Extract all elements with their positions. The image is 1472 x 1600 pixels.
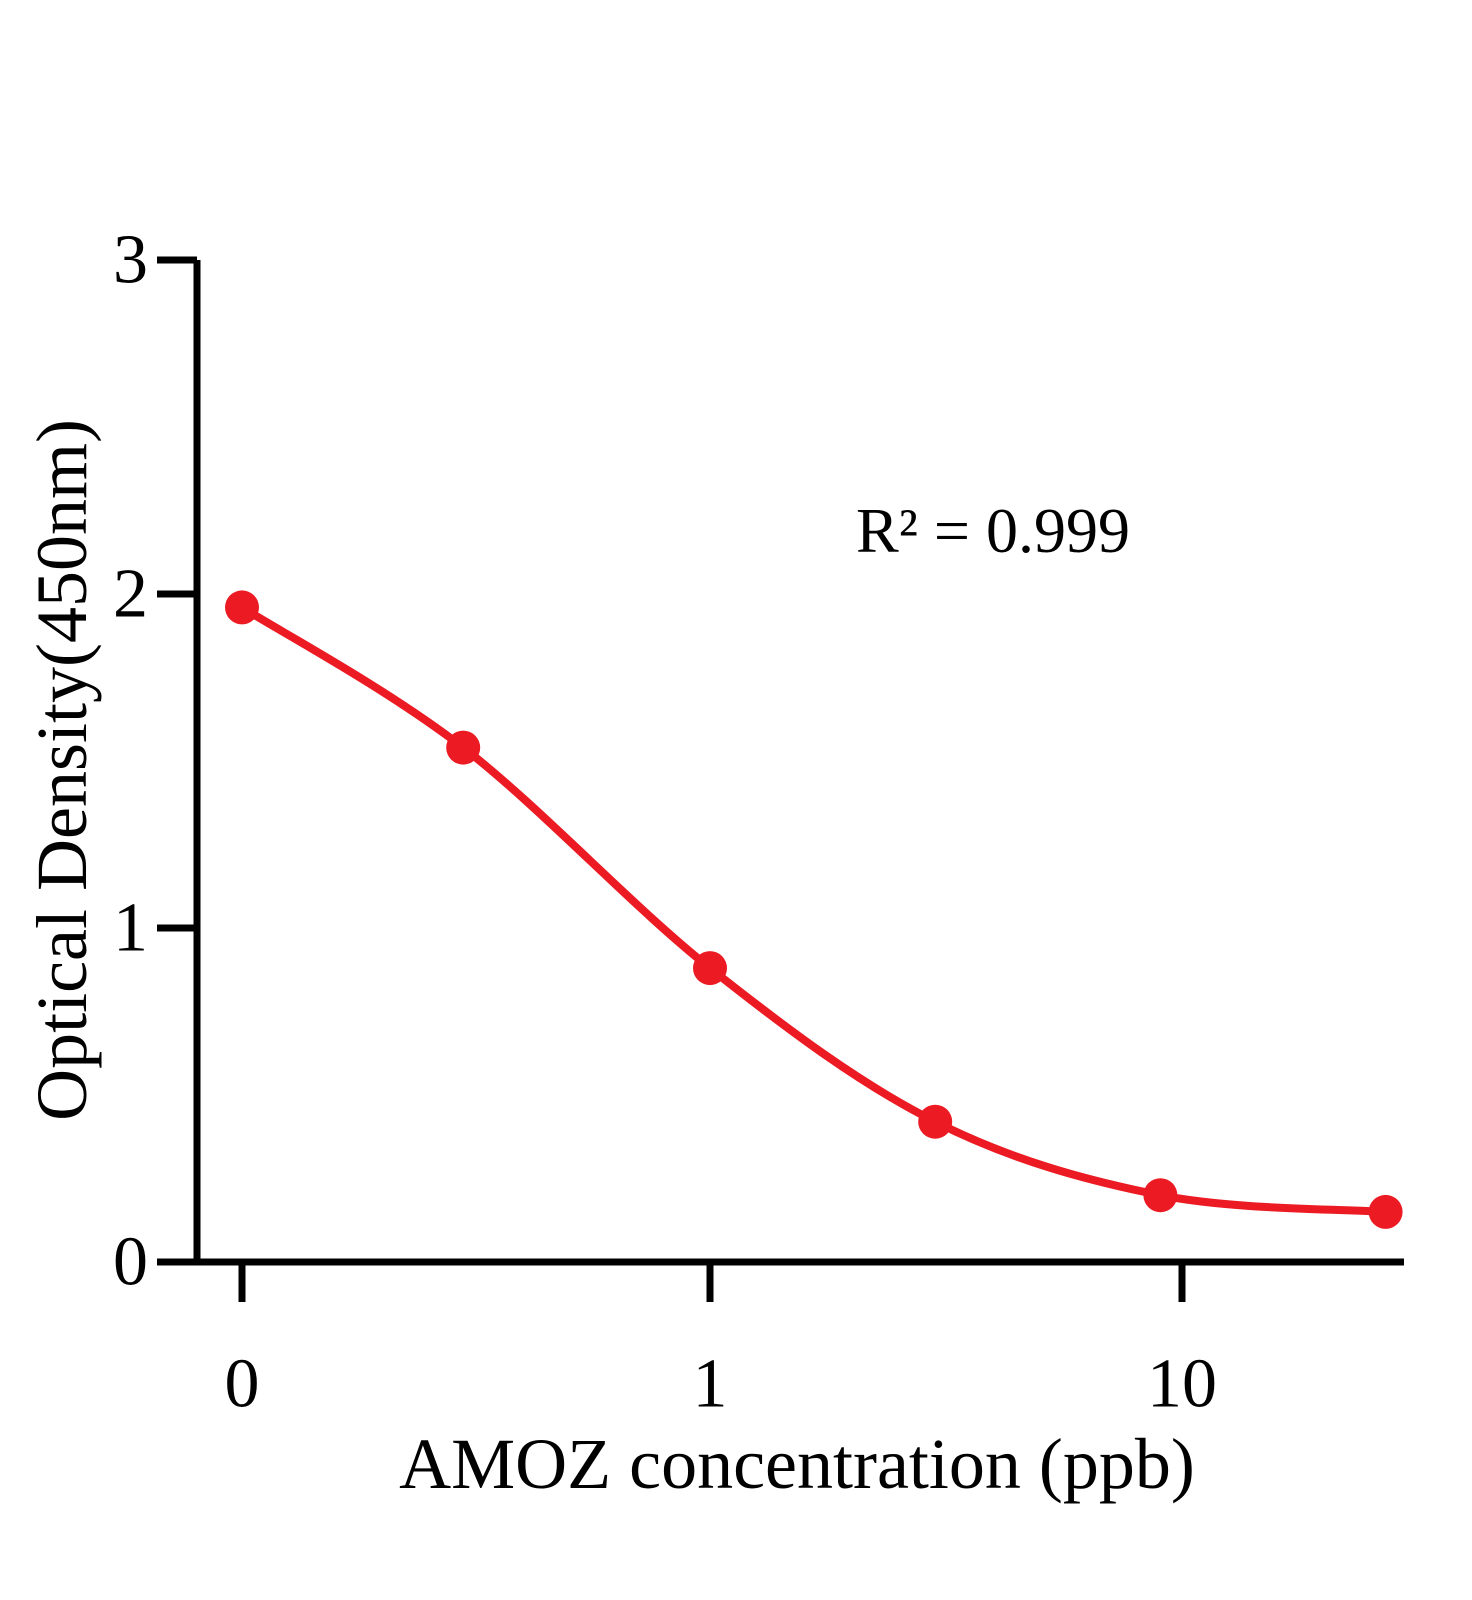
data-point-3 [918,1104,953,1139]
y-tick-label-0: 0 [113,1224,148,1301]
data-point-0 [225,590,259,625]
fit-curve [238,603,1390,1216]
x-tick-label-0: 0 [225,1346,260,1423]
y-axis-title: Optical Density(450nm) [22,419,102,1121]
r-squared-annotation: R² = 0.999 [856,495,1130,566]
y-tick-label-1: 1 [113,890,148,967]
y-tick-label-2: 2 [113,556,148,633]
y-tick-label-3: 3 [113,222,148,299]
x-tick-label-1: 1 [693,1346,728,1423]
data-point-4 [1143,1178,1178,1213]
data-point-1 [446,730,481,765]
data-point-5 [1368,1194,1403,1229]
data-point-2 [693,951,727,986]
x-tick-label-10: 10 [1147,1346,1217,1423]
x-axis-title: AMOZ concentration (ppb) [399,1424,1195,1504]
